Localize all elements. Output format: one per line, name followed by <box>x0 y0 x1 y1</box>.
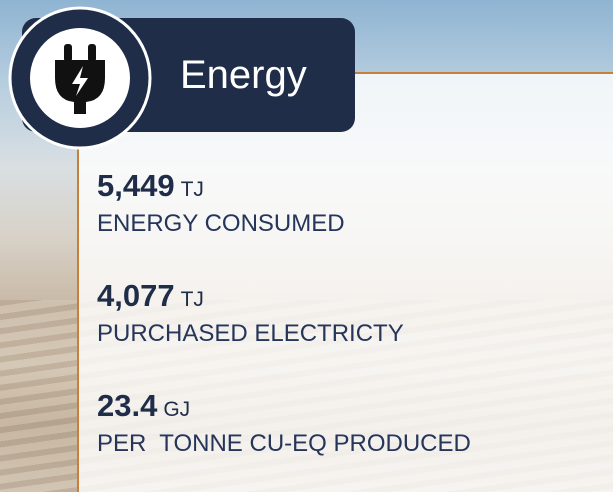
metric-unit: GJ <box>163 398 191 421</box>
energy-icon <box>8 6 152 150</box>
metric-label: ENERGY CONSUMED <box>97 210 345 237</box>
metric-value: 23.4 <box>97 388 158 423</box>
metric-line: 4,077 TJ <box>97 278 404 314</box>
metric-line: 5,449 TJ <box>97 168 345 204</box>
metric-unit: TJ <box>180 178 204 201</box>
title: Energy <box>180 53 307 97</box>
metric-unit: TJ <box>180 288 204 311</box>
metric-value: 5,449 <box>97 168 175 203</box>
metric-value: 4,077 <box>97 278 175 313</box>
metric: 4,077 TJ PURCHASED ELECTRICTY <box>97 278 404 348</box>
metric: 23.4 GJ PER TONNE CU-EQ PRODUCED <box>97 388 471 458</box>
metric-label: PER TONNE CU-EQ PRODUCED <box>97 430 471 457</box>
metric-line: 23.4 GJ <box>97 388 471 424</box>
metric: 5,449 TJ ENERGY CONSUMED <box>97 168 345 238</box>
metric-label: PURCHASED ELECTRICTY <box>97 320 404 347</box>
panel <box>77 72 613 492</box>
